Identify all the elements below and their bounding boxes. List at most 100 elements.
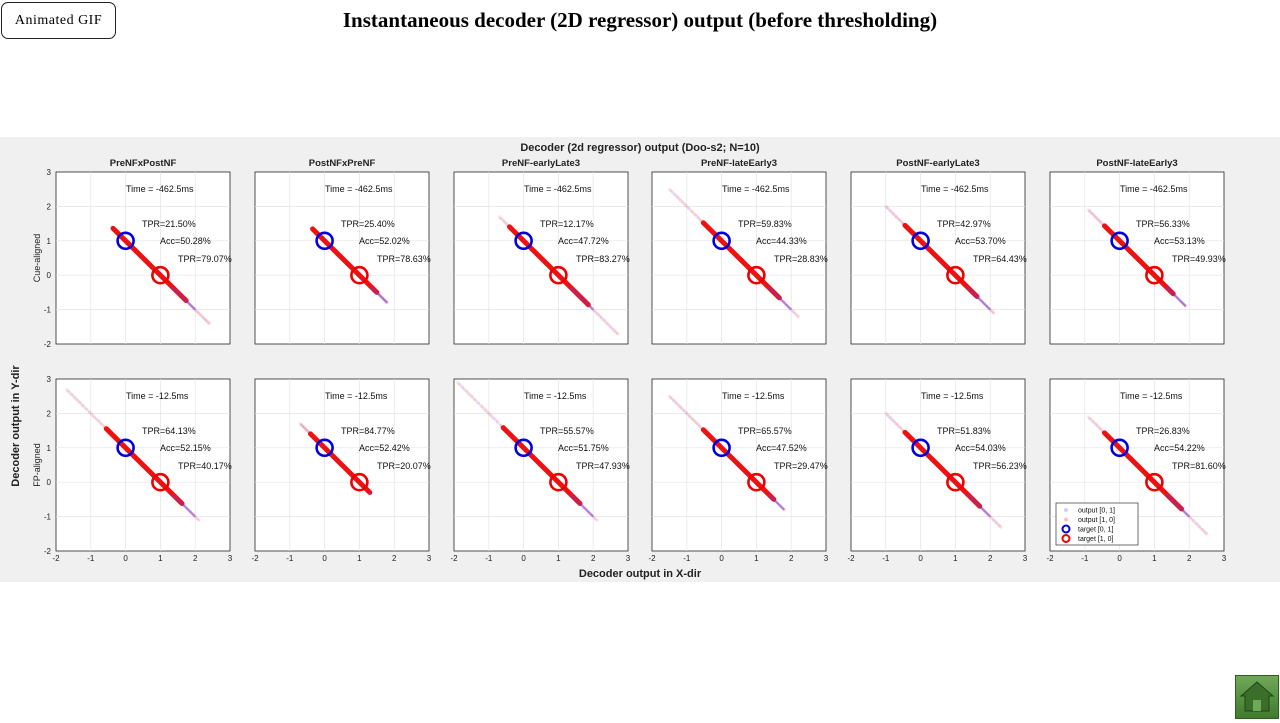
- output-point: [99, 422, 103, 426]
- output-point: [670, 397, 674, 401]
- output-point: [101, 423, 105, 427]
- output-point: [483, 408, 487, 412]
- output-overlap-band: [1165, 286, 1187, 307]
- x-tick-label: 2: [392, 554, 397, 563]
- output-point: [892, 212, 896, 216]
- output-point: [195, 516, 199, 521]
- output-point: [672, 192, 676, 196]
- output-point: [604, 320, 608, 324]
- tpr-target10: TPR=64.43%: [973, 254, 1027, 264]
- output-point: [1090, 211, 1094, 216]
- output-point: [891, 418, 895, 423]
- output-point: [206, 320, 210, 324]
- output-point: [677, 404, 682, 408]
- time-annotation: Time = -12.5ms: [524, 391, 587, 401]
- output-point: [87, 410, 92, 414]
- output-point: [469, 394, 473, 398]
- time-annotation: Time = -12.5ms: [1120, 391, 1183, 401]
- x-tick-label: 0: [521, 554, 526, 563]
- target-marker-10: [1145, 472, 1164, 492]
- row-label-0: Cue-aligned: [32, 234, 42, 283]
- tpr-target01: TPR=64.13%: [142, 426, 196, 436]
- output-point: [596, 313, 600, 317]
- y-tick-label: 0: [47, 271, 52, 280]
- output-point: [84, 407, 88, 411]
- output-point: [1091, 419, 1095, 423]
- x-tick-label: 0: [1117, 554, 1122, 563]
- panel-r1-c4: -2 -1 0 1 2 3 Time = -12.5ms TPR=51.83% Acc=54.0…: [847, 378, 1028, 563]
- output-point: [685, 205, 689, 209]
- output-point: [497, 215, 501, 219]
- accuracy: Acc=54.03%: [955, 443, 1006, 453]
- target-marker-10: [747, 472, 766, 492]
- animated-gif-button[interactable]: Animated GIF: [1, 2, 116, 39]
- output-point: [695, 421, 699, 425]
- output-overlap-band: [767, 493, 786, 511]
- output-point: [685, 411, 689, 415]
- output-point: [78, 400, 82, 404]
- tpr-target01: TPR=59.83%: [738, 219, 792, 229]
- output-point: [200, 314, 204, 318]
- output-point: [1194, 521, 1198, 526]
- x-tick-label: -2: [52, 554, 60, 563]
- output-overlap-band: [767, 286, 792, 311]
- output-point: [459, 384, 463, 388]
- output-point: [1086, 208, 1090, 212]
- output-point: [890, 211, 895, 215]
- legend-marker: [1064, 517, 1068, 522]
- output-point: [466, 391, 470, 395]
- output-point: [673, 400, 677, 404]
- panel-r0-c1: Time = -462.5ms TPR=25.40% Acc=52.02% TPR=7…: [254, 171, 431, 345]
- output-point: [894, 215, 899, 219]
- output-point: [89, 412, 93, 416]
- output-overlap-band: [569, 493, 594, 518]
- x-tick-label: -2: [251, 554, 259, 563]
- output-point: [897, 218, 901, 222]
- target-marker-10: [151, 472, 170, 492]
- accuracy: Acc=50.28%: [160, 236, 211, 246]
- output-point: [1089, 418, 1093, 422]
- accuracy: Acc=53.70%: [955, 236, 1006, 246]
- target-marker-01: [315, 438, 334, 458]
- output-point: [695, 214, 699, 218]
- panels-group: Cue-aligned FP-aligned PreNFxPostNF PostNFx…: [32, 158, 1227, 563]
- x-axis-label: Decoder output in X-dir: [579, 568, 702, 580]
- output-point: [1087, 209, 1092, 213]
- output-point: [601, 317, 605, 321]
- output-point: [480, 404, 484, 409]
- x-tick-label: -2: [1046, 554, 1054, 563]
- output-point: [675, 195, 680, 199]
- home-button[interactable]: [1235, 675, 1279, 719]
- output-point: [499, 216, 503, 220]
- output-point: [64, 387, 69, 391]
- output-point: [1095, 216, 1099, 220]
- output-point: [76, 399, 80, 403]
- tpr-target01: TPR=56.33%: [1136, 219, 1190, 229]
- legend-label: output [0, 1]: [1078, 508, 1115, 515]
- x-tick-label: -1: [882, 554, 890, 563]
- output-point: [888, 208, 892, 212]
- time-annotation: Time = -462.5ms: [126, 184, 194, 194]
- output-point: [897, 424, 901, 428]
- x-tick-label: 1: [556, 554, 561, 563]
- output-overlap-band: [171, 493, 196, 518]
- y-tick-label: 2: [47, 409, 52, 418]
- output-point: [608, 324, 612, 328]
- output-point: [476, 401, 480, 405]
- output-point: [1202, 529, 1206, 533]
- output-point: [461, 386, 465, 390]
- x-tick-label: 1: [1152, 554, 1157, 563]
- output-point: [680, 200, 684, 204]
- legend-marker: [1061, 534, 1071, 543]
- accuracy: Acc=52.02%: [359, 236, 410, 246]
- time-annotation: Time = -462.5ms: [325, 184, 393, 194]
- output-point: [1089, 210, 1093, 214]
- output-point: [464, 389, 468, 393]
- output-point: [490, 415, 494, 419]
- x-tick-label: 1: [953, 554, 958, 563]
- output-point: [97, 420, 102, 424]
- output-overlap-band: [966, 286, 991, 311]
- output-point: [884, 411, 888, 415]
- x-tick-label: 2: [193, 554, 198, 563]
- output-overlap-band: [966, 493, 991, 518]
